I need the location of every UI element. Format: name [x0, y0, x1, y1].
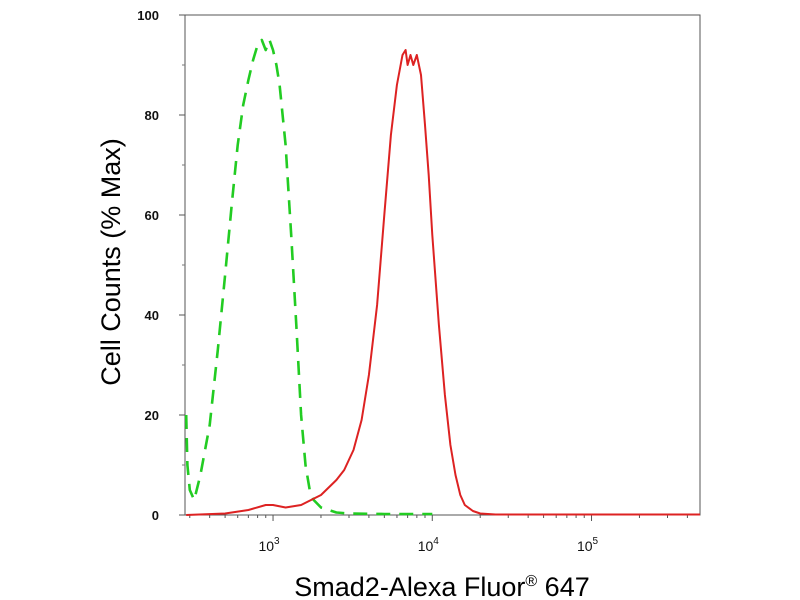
x-axis-title-mark: ® — [525, 573, 537, 590]
y-tick-label: 20 — [145, 408, 159, 423]
series-line-1 — [186, 49, 700, 516]
y-tick-label: 0 — [152, 508, 159, 523]
x-tick-exponent: 3 — [274, 536, 280, 547]
series-line-0 — [184, 38, 433, 516]
y-tick-label: 60 — [145, 208, 159, 223]
y-tick-label: 40 — [145, 308, 159, 323]
x-tick-exponent: 5 — [593, 536, 599, 547]
y-axis-ticks: 0 20 40 60 80 100 — [137, 8, 185, 523]
x-axis-ticks: 103 104 105 — [189, 515, 688, 554]
x-tick-base: 10 — [258, 538, 274, 554]
x-axis-title-main: Smad2-Alexa Fluor — [294, 572, 525, 600]
x-tick-label: 103 — [258, 536, 280, 554]
x-tick-base: 10 — [418, 538, 434, 554]
x-axis-title-suffix: 647 — [537, 572, 590, 600]
x-tick-label: 105 — [577, 536, 599, 554]
plot-area — [184, 14, 701, 516]
x-tick-base: 10 — [577, 538, 593, 554]
x-tick-exponent: 4 — [433, 536, 439, 547]
data-series — [184, 38, 700, 516]
y-tick-label: 100 — [137, 8, 159, 23]
x-axis-title: Smad2-Alexa Fluor® 647 — [294, 572, 589, 600]
y-tick-label: 80 — [145, 108, 159, 123]
x-tick-label: 104 — [418, 536, 440, 554]
y-axis-title: Cell Counts (% Max) — [96, 138, 126, 386]
